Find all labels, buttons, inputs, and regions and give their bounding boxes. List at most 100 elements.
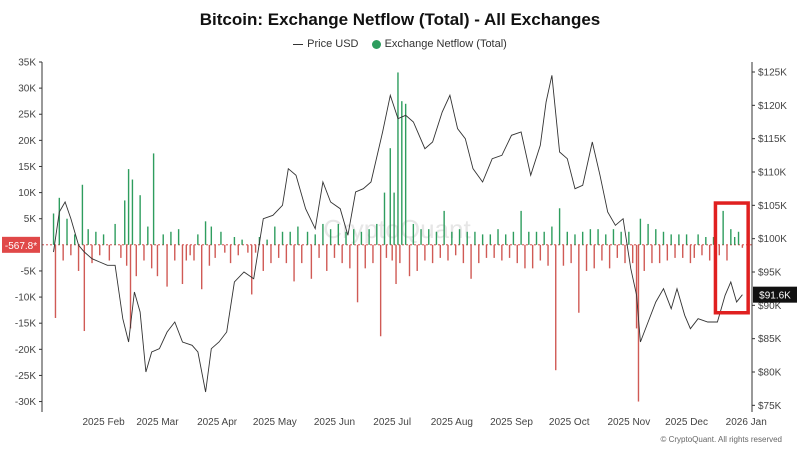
netflow-bar [539,244,542,261]
netflow-bar [254,244,257,253]
netflow-bar [435,231,438,245]
netflow-bar [139,195,141,245]
chart-title: Bitcoin: Exchange Netflow (Total) - All … [199,10,601,29]
x-tick-label: 2025 Mar [136,417,179,428]
netflow-bar [478,244,480,264]
netflow-bar [466,231,468,245]
netflow-bar [174,244,176,261]
current-price-label: $91.6K [759,291,791,302]
netflow-bar [345,231,347,245]
netflow-bar [689,244,692,264]
netflow-bar [574,234,576,245]
netflow-bar [201,244,203,290]
netflow-bar [555,244,557,371]
highlight-box [713,201,750,315]
netflow-bar [70,244,72,256]
netflow-bar [608,244,611,269]
netflow-bar [270,244,272,264]
netflow-bar [416,244,418,271]
right-tick-label: $120K [758,101,787,112]
left-tick-label: -20K [15,345,36,356]
netflow-bar [624,244,626,264]
left-tick-label: 20K [18,136,36,147]
left-tick-label: 10K [18,188,36,199]
netflow-bar [185,244,188,261]
netflow-bar [458,229,461,245]
netflow-bar [389,148,391,245]
netflow-bar [83,244,86,332]
netflow-bar [376,223,378,245]
netflow-bar [605,234,607,245]
netflow-bar [356,244,359,303]
netflow-bar [566,231,568,245]
netflow-bar [531,244,534,269]
netflow-bar [383,192,386,245]
netflow-bar [424,244,426,261]
netflow-bar [505,234,507,245]
netflow-bar [52,213,55,245]
current-price-badge [753,286,797,303]
netflow-bar [177,229,180,245]
netflow-bar [102,234,105,245]
netflow-bar [214,244,216,258]
x-tick-label: 2025 Nov [607,417,650,428]
legend-item-netflow[interactable]: Exchange Netflow (Total) [371,38,507,50]
netflow-bar [274,226,276,245]
netflow-bar [233,237,236,245]
netflow-bar [329,229,332,245]
netflow-bar [262,244,264,271]
netflow-bar [322,223,324,245]
netflow-bar [156,244,159,277]
netflow-bar [741,244,744,248]
netflow-bar [266,239,268,245]
netflow-bar [391,244,393,261]
netflow-bar [326,244,328,271]
netflow-bar [395,244,397,285]
left-tick-label: 15K [18,162,36,173]
x-tick-label: 2025 Jun [314,417,355,428]
x-tick-label: 2025 Jul [373,417,411,428]
netflow-bar [662,231,665,245]
legend-dot-swatch [371,39,381,49]
netflow-bar [655,229,657,245]
netflow-bar [189,244,191,256]
netflow-bar [612,229,615,245]
netflow-bar [705,237,707,245]
netflow-bar [581,231,584,245]
netflow-bar [639,218,642,245]
netflow-bar [95,231,97,245]
netflow-bar [120,244,122,258]
right-tick-label: $115K [758,134,787,145]
netflow-bar [733,237,736,245]
netflow-bar [439,244,441,258]
netflow-bar [54,244,57,318]
netflow-bar [91,244,93,264]
netflow-bar [289,231,291,245]
netflow-bar [58,197,61,245]
right-tick-label: $85K [758,334,782,345]
left-tick-label: -25K [15,371,36,382]
netflow-bar [547,244,549,266]
netflow-bar [131,179,134,245]
netflow-bar [562,244,565,266]
netflow-bar [512,231,515,245]
netflow-bar [474,231,476,245]
netflow-bar [150,244,153,269]
netflow-bar [685,234,688,245]
netflow-bar [697,234,699,245]
netflow-bar [443,210,445,245]
netflow-bar [297,226,299,245]
left-tick-label: -5K [20,266,36,277]
netflow-bar [301,244,303,264]
netflow-bar [220,231,222,245]
netflow-bar [108,244,111,261]
netflow-bar [428,229,430,245]
netflow-bar [701,244,703,256]
netflow-bar [708,244,711,261]
legend-item-price[interactable]: Price USD [293,38,359,50]
netflow-bar [516,244,518,264]
current-netflow-label: -567.8* [5,241,37,252]
netflow-bar [718,244,720,256]
x-tick-label: 2025 Apr [197,417,238,428]
netflow-bar [730,229,732,245]
